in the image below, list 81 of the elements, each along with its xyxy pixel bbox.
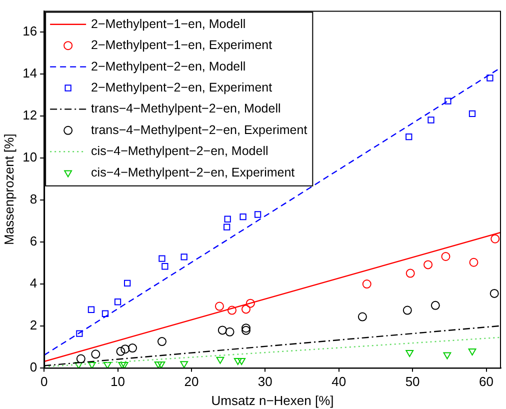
- point: [406, 350, 414, 357]
- point: [76, 330, 83, 337]
- point: [469, 258, 478, 267]
- x-tick-label: 30: [258, 374, 272, 390]
- point: [227, 306, 236, 315]
- point: [468, 110, 476, 118]
- point: [224, 224, 230, 230]
- point: [240, 213, 246, 220]
- point: [441, 252, 450, 261]
- point: [118, 362, 126, 368]
- point: [128, 344, 137, 353]
- point: [218, 326, 227, 335]
- point: [214, 302, 224, 311]
- point: [88, 306, 95, 313]
- point: [124, 280, 131, 286]
- point: [88, 362, 96, 368]
- point: [234, 358, 242, 365]
- legend-label: cis−4−Methylpent−2−en, Experiment: [91, 165, 296, 180]
- x-tick-label: 50: [405, 374, 420, 390]
- point: [216, 356, 224, 364]
- point: [242, 304, 250, 314]
- point: [362, 280, 372, 289]
- point: [430, 300, 440, 310]
- point: [120, 362, 128, 368]
- y-tick-label: 6: [30, 233, 38, 248]
- point: [162, 263, 168, 270]
- point: [102, 310, 109, 317]
- point: [246, 298, 255, 308]
- y-tick-label: 16: [22, 23, 38, 38]
- x-tick-label: 0: [40, 374, 48, 390]
- point: [428, 116, 434, 124]
- point: [468, 348, 476, 356]
- point: [74, 362, 83, 368]
- x-axis-title: Umsatz n−Hexen [%]: [211, 392, 334, 408]
- legend-label: 2−Methylpent−2−en, Modell: [91, 59, 246, 74]
- point: [225, 327, 234, 336]
- point: [158, 255, 166, 262]
- point: [154, 362, 162, 368]
- point: [443, 352, 452, 360]
- legend-label: cis−4−Methylpent−2−en, Modell: [91, 144, 268, 158]
- point: [490, 288, 499, 298]
- x-tick-label: 10: [110, 374, 125, 390]
- point: [180, 361, 188, 368]
- point: [490, 234, 500, 244]
- point: [406, 268, 415, 278]
- point: [444, 98, 452, 104]
- legend-label: 2−Methylpent−1−en, Experiment: [91, 38, 273, 52]
- point: [76, 354, 86, 364]
- y-tick-label: 4: [30, 275, 38, 290]
- point: [224, 216, 231, 222]
- point: [120, 344, 130, 354]
- y-tick-label: 0: [30, 359, 38, 374]
- point: [114, 298, 122, 306]
- point: [91, 350, 100, 359]
- y-tick-label: 8: [30, 191, 38, 206]
- y-axis-title: Massenprozent [%]: [1, 134, 16, 245]
- legend-label: trans−4−Methylpent−2−en, Modell: [91, 102, 281, 116]
- point: [402, 306, 412, 315]
- y-tick-label: 2: [30, 317, 38, 332]
- x-tick-label: 40: [332, 374, 346, 390]
- point: [486, 74, 494, 82]
- x-tick-label: 60: [479, 374, 494, 390]
- point: [254, 211, 262, 218]
- point: [242, 326, 250, 335]
- legend-label: trans−4−Methylpent−2−en, Experiment: [91, 122, 308, 137]
- point: [406, 133, 412, 140]
- point: [242, 324, 250, 333]
- y-tick-label: 10: [22, 149, 38, 164]
- y-tick-label: 12: [22, 107, 38, 122]
- point: [180, 254, 188, 260]
- point: [358, 312, 367, 322]
- point: [103, 362, 112, 368]
- point: [424, 260, 433, 270]
- legend-label: 2−Methylpent−2−en, Experiment: [91, 80, 273, 94]
- x-tick-label: 20: [184, 374, 199, 390]
- point: [238, 358, 246, 365]
- y-tick-label: 14: [22, 65, 38, 80]
- point: [157, 337, 166, 346]
- point: [157, 362, 166, 368]
- point: [116, 346, 126, 356]
- legend-label: 2−Methylpent−1−en, Modell: [91, 16, 246, 31]
